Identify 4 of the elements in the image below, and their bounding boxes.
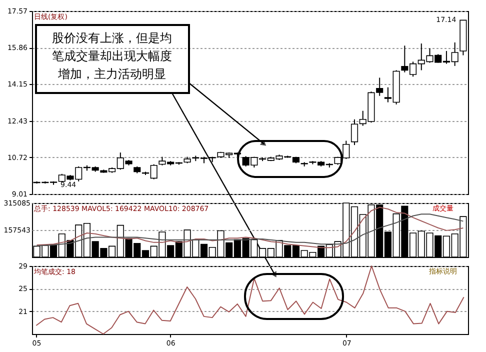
line-series: [36, 206, 464, 248]
line-series: [36, 266, 464, 334]
line-series: [36, 214, 464, 246]
annotation: 股价没有上涨，但是均笔成交量却出现大幅度增加，主力活动明显: [52, 31, 172, 81]
